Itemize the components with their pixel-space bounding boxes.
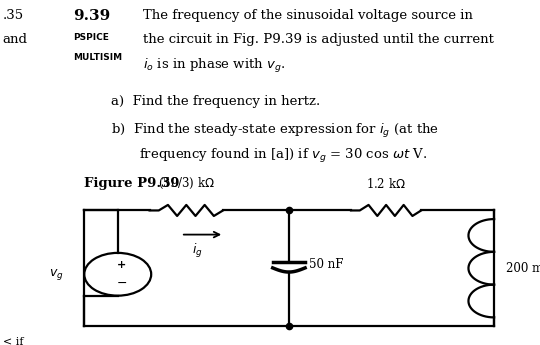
Text: 9.39: 9.39 — [73, 9, 110, 23]
Text: $v_g$: $v_g$ — [49, 267, 64, 282]
Text: The frequency of the sinusoidal voltage source in: The frequency of the sinusoidal voltage … — [143, 9, 473, 22]
Text: −: − — [116, 277, 127, 290]
Text: 1.2 k$\Omega$: 1.2 k$\Omega$ — [366, 177, 406, 191]
Text: $i_o$ is in phase with $v_g$.: $i_o$ is in phase with $v_g$. — [143, 57, 286, 75]
Text: PSPICE: PSPICE — [73, 33, 109, 42]
Text: MULTISIM: MULTISIM — [73, 53, 122, 62]
Text: the circuit in Fig. P9.39 is adjusted until the current: the circuit in Fig. P9.39 is adjusted un… — [143, 33, 494, 46]
Text: Figure P9.39: Figure P9.39 — [84, 177, 179, 190]
Text: +: + — [117, 260, 126, 270]
Text: 200 mH: 200 mH — [506, 262, 540, 275]
Text: frequency found in [a]) if $v_g$ = 30 cos $\omega t$ V.: frequency found in [a]) if $v_g$ = 30 co… — [139, 147, 428, 165]
Text: 50 nF: 50 nF — [309, 258, 344, 271]
Text: a)  Find the frequency in hertz.: a) Find the frequency in hertz. — [111, 95, 320, 108]
Text: b)  Find the steady-state expression for $i_g$ (at the: b) Find the steady-state expression for … — [111, 122, 438, 140]
Text: $i_g$: $i_g$ — [192, 241, 202, 259]
Text: < if: < if — [3, 337, 23, 345]
Text: .35: .35 — [3, 9, 24, 22]
Text: (50/3) k$\Omega$: (50/3) k$\Omega$ — [158, 176, 215, 191]
Text: and: and — [3, 33, 28, 46]
